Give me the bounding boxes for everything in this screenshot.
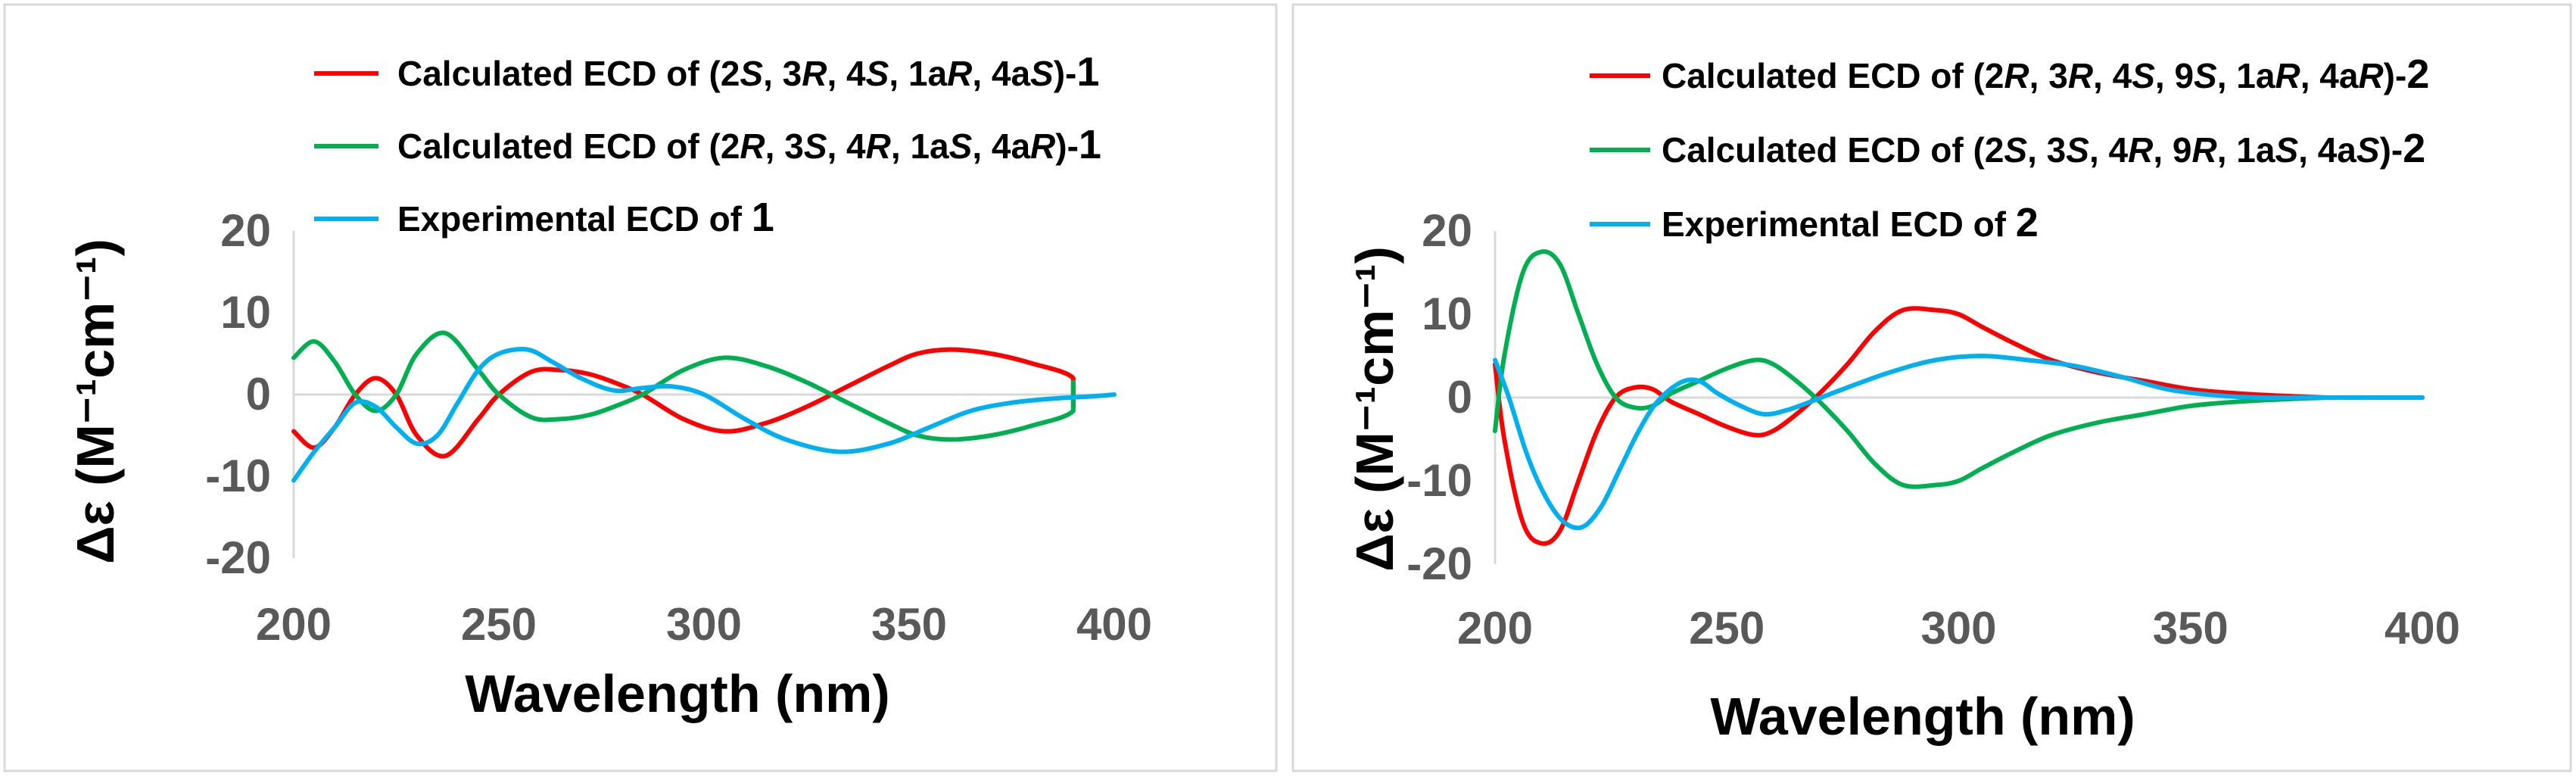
- legend: Calculated ECD of (2S, 3R, 4S, 1aR, 4aS)…: [314, 49, 1101, 240]
- y-axis-title: Δε (M⁻¹cm⁻¹): [1345, 246, 1404, 572]
- x-tick-label: 300: [1920, 603, 1996, 654]
- axes: 20 10 0 -10 -20 200 250 300 350 400: [1406, 205, 2460, 654]
- legend-entry-label: Experimental ECD of 2: [1662, 200, 2039, 245]
- legend-entry-label: Calculated ECD of (2S, 3R, 4S, 1aR, 4aS)…: [397, 49, 1099, 95]
- y-tick-label: 10: [220, 287, 271, 338]
- y-axis-title: Δε (M⁻¹cm⁻¹): [66, 239, 125, 564]
- legend-entry-label: Calculated ECD of (2S, 3S, 4R, 9R, 1aS, …: [1662, 126, 2425, 171]
- chart-panel-compound-2: Calculated ECD of (2R, 3R, 4S, 9S, 1aR, …: [1291, 3, 2572, 772]
- x-tick-label: 400: [2384, 603, 2460, 654]
- chart-frame: [1291, 3, 2572, 772]
- legend-entry-label: Calculated ECD of (2R, 3S, 4R, 1aS, 4aR)…: [397, 122, 1101, 167]
- axes: 20 10 0 -10 -20 200 250 300 350 400: [205, 205, 1152, 650]
- x-tick-label: 200: [1457, 603, 1533, 654]
- series-line-2: [1493, 249, 2425, 489]
- x-tick-label: 250: [461, 599, 537, 650]
- x-tick-label: 250: [1689, 603, 1765, 654]
- series-line-3: [1493, 354, 2425, 531]
- y-tick-label: 20: [1422, 205, 1472, 256]
- y-tick-label: -20: [205, 532, 271, 583]
- x-tick-label: 300: [666, 599, 742, 650]
- plot-area: [1493, 249, 2425, 546]
- y-tick-label: 10: [1422, 289, 1472, 339]
- x-tick-label: 350: [871, 599, 947, 650]
- x-axis-title: Wavelength (nm): [1710, 687, 2135, 746]
- plot-area: [291, 330, 1117, 483]
- y-tick-label: -10: [205, 451, 271, 501]
- legend-entry-label: Calculated ECD of (2R, 3R, 4S, 9S, 1aR, …: [1662, 51, 2429, 97]
- x-axis-title: Wavelength (nm): [465, 664, 889, 723]
- y-tick-label: 0: [246, 369, 271, 420]
- y-tick-label: -10: [1406, 455, 1472, 506]
- series-line-3: [291, 347, 1117, 483]
- chart-panel-compound-1: Calculated ECD of (2S, 3R, 4S, 1aR, 4aS)…: [3, 3, 1278, 772]
- legend-entry-label: Experimental ECD of 1: [397, 195, 774, 240]
- series-line-1: [291, 347, 1076, 459]
- x-tick-label: 400: [1076, 599, 1152, 650]
- x-tick-label: 200: [256, 599, 332, 650]
- y-tick-label: 0: [1447, 372, 1472, 423]
- legend: Calculated ECD of (2R, 3R, 4S, 9S, 1aR, …: [1590, 51, 2429, 245]
- y-tick-label: -20: [1406, 538, 1472, 589]
- x-tick-label: 350: [2153, 603, 2229, 654]
- y-tick-label: 20: [220, 205, 271, 256]
